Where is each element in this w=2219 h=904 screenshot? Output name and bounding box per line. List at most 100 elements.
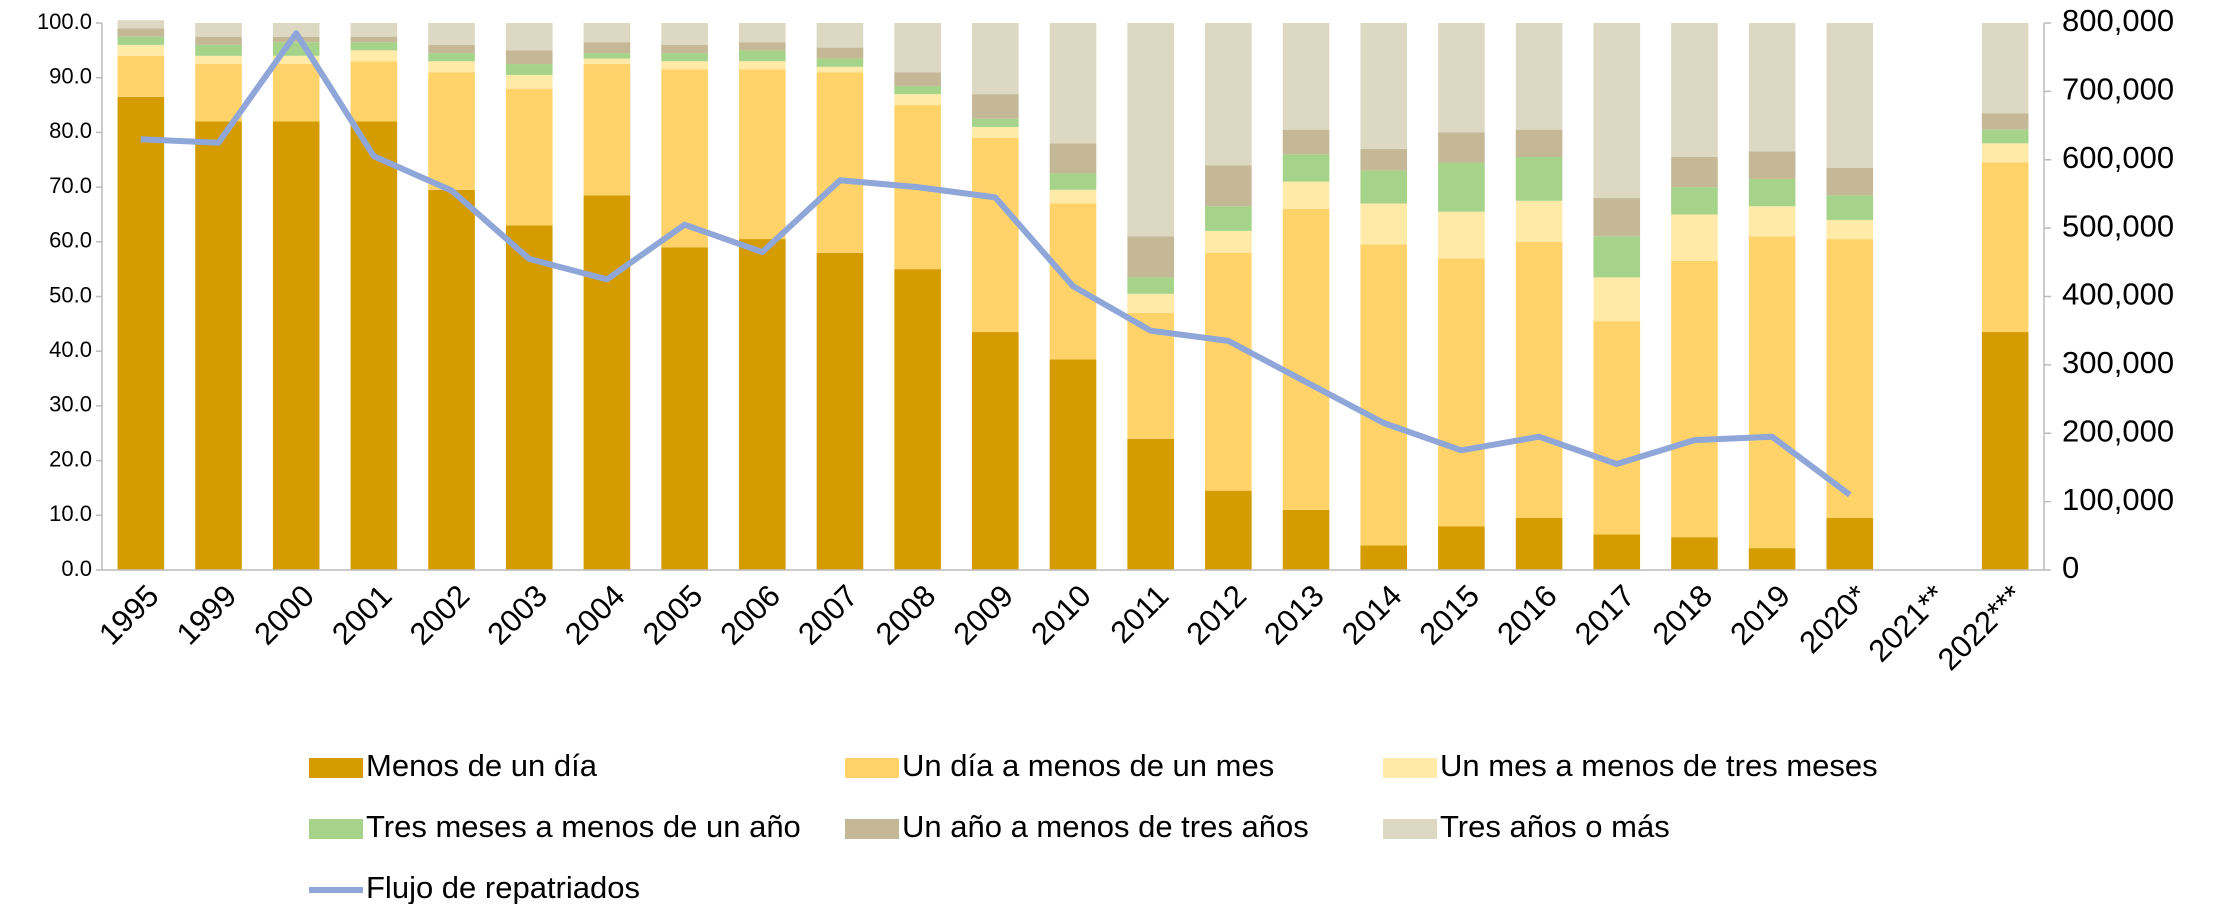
x-tick-label: 2017 xyxy=(1568,578,1642,652)
bar-segment xyxy=(1748,548,1796,570)
x-tick-label: 2008 xyxy=(869,578,943,652)
bar-segment xyxy=(1671,187,1718,215)
bar-segment xyxy=(1205,206,1252,231)
legend-label: Un día a menos de un mes xyxy=(902,748,1274,783)
bar-segment xyxy=(195,121,242,571)
bar-segment xyxy=(195,64,242,122)
bar-segment xyxy=(1127,293,1174,313)
bar-segment xyxy=(1205,165,1252,207)
bar-segment xyxy=(738,61,786,70)
y2-tick-label: 500,000 xyxy=(2062,208,2174,243)
bar-segment xyxy=(428,53,475,62)
bar-segment xyxy=(1748,178,1796,207)
bar-segment xyxy=(1282,208,1330,510)
x-tick-label: 2020* xyxy=(1792,578,1874,660)
legend-swatch xyxy=(845,758,899,778)
x-tick-label: 2009 xyxy=(947,578,1021,652)
bar-segment xyxy=(1282,129,1330,155)
x-tick-label: 2014 xyxy=(1335,578,1409,652)
bar-segment xyxy=(894,269,941,570)
y-tick-label: 90.0 xyxy=(49,64,92,89)
bar-segment xyxy=(350,23,398,37)
y-tick-label: 0.0 xyxy=(61,556,92,581)
y-tick-label: 10.0 xyxy=(49,501,92,526)
y-tick-label: 100.0 xyxy=(37,9,92,34)
bar-segment xyxy=(583,58,631,65)
bar-segment xyxy=(1205,252,1252,491)
bar-segment xyxy=(1826,167,1874,196)
bar-segment xyxy=(1748,23,1796,152)
bar-segment xyxy=(272,55,320,65)
y-tick-label: 20.0 xyxy=(49,446,92,471)
x-tick-label: 2019 xyxy=(1723,578,1797,652)
bar-segment xyxy=(350,121,398,571)
bar-segment xyxy=(1593,198,1641,237)
bar-segment xyxy=(505,74,553,89)
bar-segment xyxy=(1593,23,1641,199)
bar-segment xyxy=(1981,162,2029,333)
bar-segment xyxy=(195,36,242,45)
bar-segment xyxy=(1981,143,2029,163)
bar-segment xyxy=(1593,534,1641,570)
bar-segment xyxy=(661,69,708,248)
bar-segment xyxy=(195,23,242,37)
legend-swatch xyxy=(845,819,899,839)
bar-segment xyxy=(583,42,631,54)
bar-segment xyxy=(894,94,941,106)
bar-segment xyxy=(1049,203,1097,360)
bar-segment xyxy=(894,72,941,86)
x-tick-label: 2005 xyxy=(636,578,710,652)
x-tick-label: 2015 xyxy=(1413,578,1487,652)
bar-segment xyxy=(1748,206,1796,237)
bar-segment xyxy=(350,61,398,122)
bar-segment xyxy=(1438,526,1485,570)
y2-tick-label: 0 xyxy=(2062,550,2079,585)
bar-segment xyxy=(1438,132,1485,163)
bar-segment xyxy=(1282,509,1330,570)
bar-segment xyxy=(428,23,475,45)
bar-segment xyxy=(1826,239,1874,519)
legend-label: Un mes a menos de tres meses xyxy=(1440,748,1878,783)
bar-segment xyxy=(350,42,398,51)
bar-segment xyxy=(350,50,398,62)
bar-segment xyxy=(972,332,1019,570)
bar-segment xyxy=(661,61,708,70)
bar-segment xyxy=(1593,236,1641,278)
bar-segment xyxy=(117,55,165,97)
bar-segment xyxy=(661,247,708,570)
y-tick-label: 30.0 xyxy=(49,392,92,417)
x-tick-label: 2003 xyxy=(480,578,554,652)
y2-tick-label: 100,000 xyxy=(2062,482,2174,517)
bar-segment xyxy=(1593,277,1641,322)
y-tick-label: 70.0 xyxy=(49,173,92,198)
bar-segment xyxy=(505,23,553,51)
bar-segment xyxy=(1205,490,1252,570)
bar-segment xyxy=(816,23,864,48)
x-tick-label: 1999 xyxy=(170,578,244,652)
y2-tick-label: 700,000 xyxy=(2062,72,2174,107)
x-tick-label: 2011 xyxy=(1104,578,1176,650)
bar-segment xyxy=(1127,438,1174,570)
legend-swatch xyxy=(309,758,363,778)
bar-segment xyxy=(1515,23,1563,130)
y2-tick-label: 600,000 xyxy=(2062,140,2174,175)
bar-segment xyxy=(816,72,864,253)
bar-segment xyxy=(1282,181,1330,209)
x-tick-label: 2012 xyxy=(1180,578,1254,652)
bar-segment xyxy=(1360,170,1408,204)
bar-segment xyxy=(1981,129,2029,144)
y-tick-label: 60.0 xyxy=(49,228,92,253)
line-series xyxy=(140,30,1852,498)
bar-segment xyxy=(428,189,475,570)
bar-segment xyxy=(505,50,553,65)
bar-segment xyxy=(1049,23,1097,144)
bar-segment xyxy=(972,23,1019,95)
bar-segment xyxy=(816,58,864,67)
bar-segment xyxy=(1438,162,1485,212)
bar-segment xyxy=(1049,143,1097,174)
bar-segment xyxy=(583,53,631,59)
bar-segment xyxy=(505,225,553,570)
bar-segment xyxy=(1127,23,1174,237)
bar-segment xyxy=(1515,157,1563,201)
